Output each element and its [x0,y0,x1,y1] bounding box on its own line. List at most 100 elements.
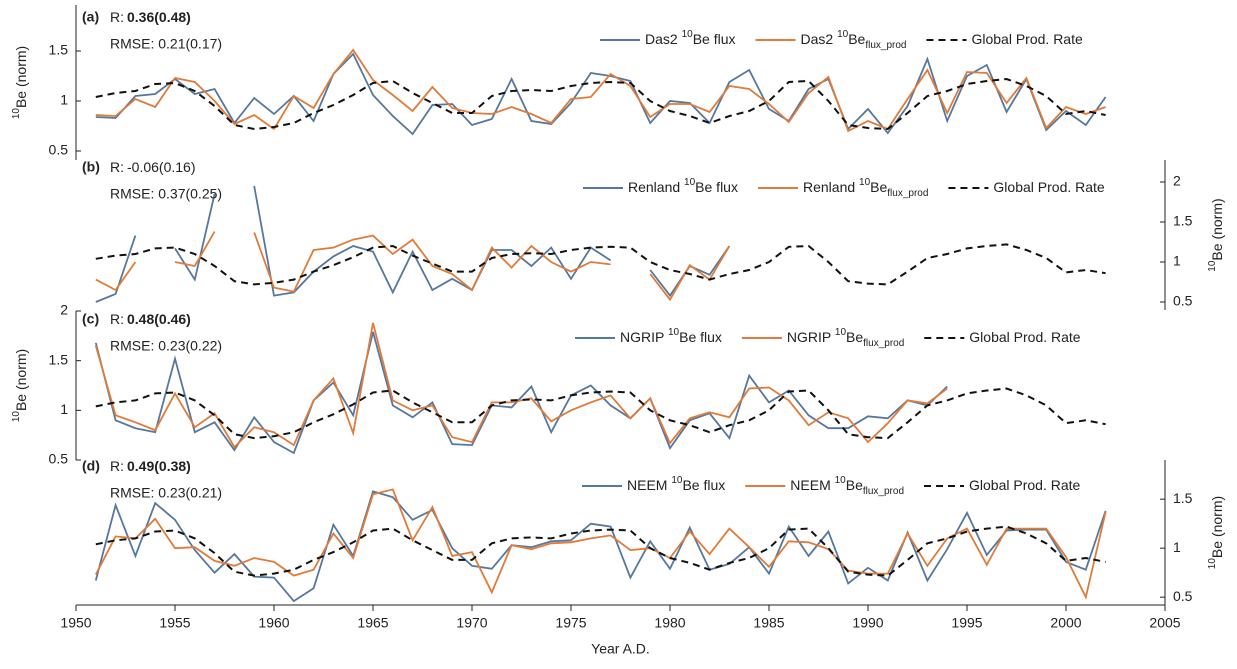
legend-label: NEEM 10Be flux [627,475,725,493]
rmse-stat: RMSE: 0.23(0.22) [110,338,222,354]
x-tick-label: 1950 [60,615,91,631]
x-tick-label: 1970 [456,615,487,631]
text-part: NEEM [627,477,671,493]
panel-label: (b) [82,159,100,175]
x-tick-label: 1995 [951,615,982,631]
text-part: flux_prod [887,188,928,199]
text-part: Be flux [682,477,725,493]
y-axis-label: 10Be (norm) [11,46,29,119]
text-part: Be (norm) [13,46,29,108]
series-line [94,331,948,455]
y-axis-label: 10Be (norm) [1207,198,1225,271]
legend-label: NGRIP 10Be flux [620,327,722,345]
text-part: Das2 [645,31,682,47]
y-tick-label: 0.5 [49,451,69,467]
text-part: Global Prod. Rate [969,477,1080,493]
y-tick-label: 1 [1173,253,1181,269]
x-tick-label: 1985 [753,615,784,631]
text-part: 10 [682,29,694,40]
x-tick-label: 1990 [852,615,883,631]
rmse-stat: RMSE: 0.23(0.21) [110,485,222,501]
text-part: Global Prod. Rate [993,179,1104,195]
legend-label: Global Prod. Rate [993,179,1104,195]
text-part: Renland [803,179,859,195]
series-line [95,231,731,302]
text-part: 10 [837,29,849,40]
rmse-stat: RMSE: 0.21(0.17) [110,36,222,52]
panel-label: (c) [82,311,99,327]
legend-label: Global Prod. Rate [971,31,1082,47]
text-part: Be (norm) [13,349,29,411]
text-part: Be (norm) [1209,496,1225,558]
r-value: 0.48(0.46) [127,311,191,327]
text-part: Be [846,329,863,345]
legend-label: NGRIP 10Beflux_prod [787,327,904,349]
text-part: 10 [11,411,22,423]
text-part: 10 [668,327,680,338]
y-tick-label: 0.5 [1173,588,1193,604]
y-tick-label: 1 [60,92,68,108]
series-line [95,243,1106,286]
series-line [95,185,731,303]
text-part: 10 [1207,260,1218,272]
r-stat: R: -0.06(0.16) [110,159,195,175]
text-part: Global Prod. Rate [971,31,1082,47]
text-part: flux_prod [863,338,904,349]
series-line [94,490,1107,603]
x-axis-label: Year A.D. [591,641,650,657]
text-part: NGRIP [620,329,668,345]
y-tick-label: 1.5 [1173,213,1193,229]
panel-label: (d) [82,458,100,474]
text-part: Renland [628,179,684,195]
text-part: NEEM [790,477,834,493]
x-tick-label: 2000 [1050,615,1081,631]
r-value: 0.49(0.38) [127,458,191,474]
text-part: Be [870,179,887,195]
text-part: 10 [671,475,683,486]
text-part: Be flux [679,329,722,345]
text-part: Be flux [693,31,736,47]
panel-label: (a) [82,9,99,25]
r-value: -0.06(0.16) [127,159,195,175]
y-tick-label: 2 [60,302,68,318]
text-part: Das2 [801,31,838,47]
y-tick-label: 1.5 [1173,490,1193,506]
rmse-stat: RMSE: 0.37(0.25) [110,186,222,202]
y-tick-label: 0.5 [49,142,69,158]
y-axis-label: 10Be (norm) [1207,496,1225,569]
series-line [95,525,1106,577]
text-part: flux_prod [863,486,904,497]
text-part: Be flux [695,179,738,195]
legend-label: Global Prod. Rate [969,477,1080,493]
series-line [95,77,1106,131]
r-stat: R: 0.36(0.48) [110,9,191,25]
y-tick-label: 1.5 [49,351,69,367]
x-tick-label: 1960 [258,615,289,631]
y-tick-label: 0.5 [1173,293,1193,309]
text-part: flux_prod [865,40,906,51]
r-label: R: [110,159,124,175]
r-label: R: [110,311,124,327]
r-label: R: [110,458,124,474]
r-label: R: [110,9,124,25]
y-tick-label: 2 [1173,173,1181,189]
y-axis-label: 10Be (norm) [11,349,29,422]
text-part: NGRIP [787,329,835,345]
x-tick-label: 1980 [654,615,685,631]
legend-label: Global Prod. Rate [969,329,1080,345]
text-part: Be (norm) [1209,198,1225,260]
x-tick-label: 1975 [555,615,586,631]
text-part: 10 [1207,558,1218,570]
x-tick-label: 2005 [1149,615,1180,631]
legend-label: NEEM 10Beflux_prod [790,475,904,497]
series-line [95,488,1107,600]
y-tick-label: 1.5 [49,42,69,58]
series-line [95,48,1106,133]
series-line [94,322,948,449]
x-tick-label: 1965 [357,615,388,631]
text-part: 10 [835,327,847,338]
legend-label: Renland 10Beflux_prod [803,177,928,199]
text-part: 10 [835,475,847,486]
series-line [95,52,1107,136]
